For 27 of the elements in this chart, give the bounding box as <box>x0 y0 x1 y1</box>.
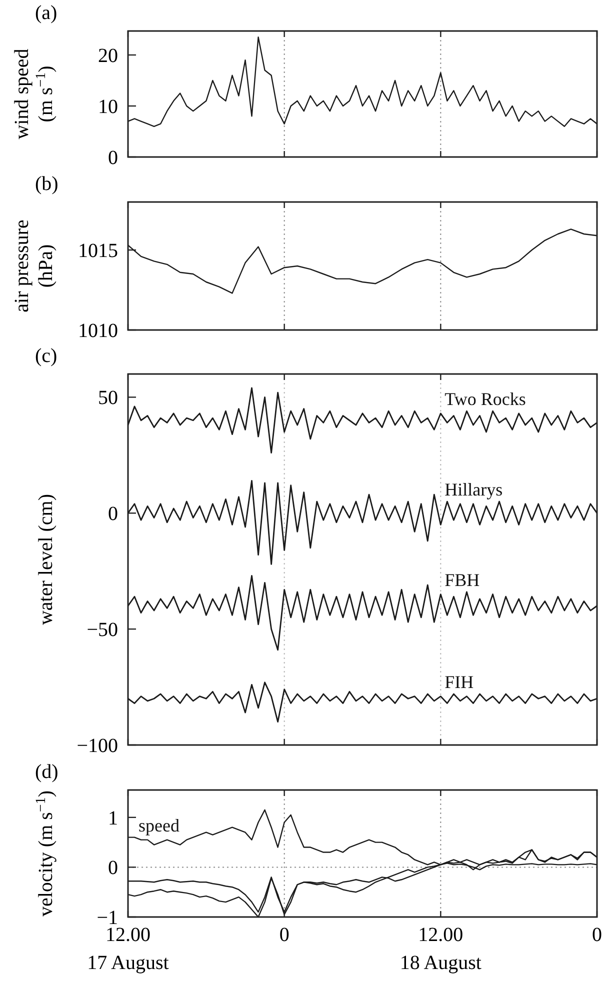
y-tick-label: 10 <box>98 96 118 118</box>
chart-title: (d) <box>35 761 58 783</box>
y-tick-label: 1 <box>108 807 118 830</box>
chart-title: (b) <box>35 173 58 195</box>
legend-label: speed <box>138 815 180 836</box>
series-label: FBH <box>444 570 480 590</box>
y-axis-title: water level (cm) <box>35 494 57 626</box>
y-tick-label: 0 <box>108 503 118 526</box>
y-tick-label: −100 <box>76 735 118 757</box>
y-tick-label: 0 <box>108 857 118 880</box>
y-tick-label: 1015 <box>78 240 118 262</box>
y-tick-label: 0 <box>108 147 118 169</box>
y-axis-title: air pressure (hPa) <box>11 220 57 312</box>
text: 17 August <box>87 952 170 974</box>
x-tick-label: 0 <box>279 924 290 946</box>
y-tick-label: −50 <box>86 619 118 642</box>
text: 18 August <box>400 952 482 974</box>
chart-title: (c) <box>35 345 58 367</box>
y-tick-label: 1010 <box>78 320 118 342</box>
x-tick-label: 12.00 <box>418 924 464 946</box>
chart-title: (a) <box>35 2 58 24</box>
series-label: Hillarys <box>444 480 503 500</box>
series-label: FIH <box>444 672 474 692</box>
y-tick-label: 20 <box>98 44 118 67</box>
legend-label: Two Rocks <box>444 389 526 410</box>
y-tick-label: 50 <box>98 387 118 410</box>
x-tick-label: 0 <box>592 924 602 946</box>
